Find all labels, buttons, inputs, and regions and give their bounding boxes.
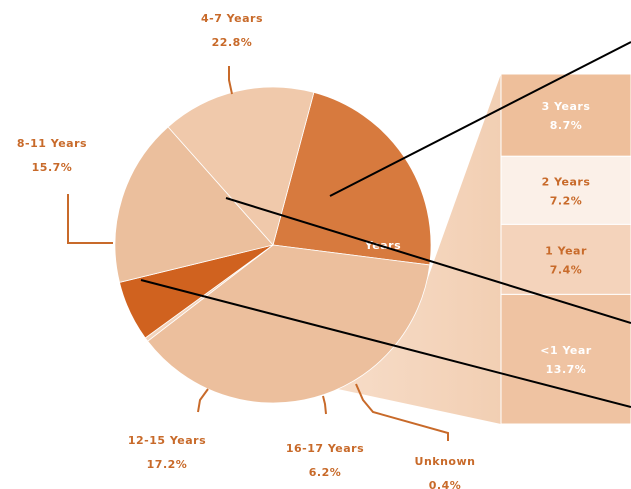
- slice-value-8-11-years: 15.7%: [32, 161, 73, 174]
- breakdown-bar: 3 Years 8.7% 2 Years 7.2% 1 Year 7.4% <1 Year 1…: [500, 73, 631, 425]
- bar-segment-2-years: [500, 155, 631, 225]
- pie-slice-12-15-years: [114, 126, 274, 283]
- pie-slice-years: [147, 244, 431, 404]
- slice-label-4-7-years: 4-7 Years: [201, 12, 263, 25]
- leader-line: [197, 388, 209, 413]
- bar-segment-1-year: [500, 293, 631, 425]
- slice-label-12-15-years: 12-15 Years: [128, 434, 206, 447]
- bar-segment-value: 13.7%: [546, 363, 587, 376]
- pie-slice-8-11-years: [167, 86, 315, 246]
- bar-segment-label: 2 Years: [542, 175, 591, 188]
- slice-value-16-17-years: 6.2%: [309, 466, 342, 479]
- leader-lines: [67, 66, 449, 441]
- pie-slices: [114, 86, 432, 404]
- bar-segment-value: 7.4%: [550, 263, 583, 276]
- bar-segment-label: <1 Year: [540, 344, 592, 357]
- slice-value-4-7-years: 22.8%: [212, 36, 253, 49]
- bar-segment-value: 8.7%: [550, 119, 583, 132]
- overlay-line: [225, 197, 631, 324]
- slice-label-16-17-years: 16-17 Years: [286, 442, 364, 455]
- leader-line: [322, 395, 327, 415]
- bar-segment-1-year: [500, 223, 631, 295]
- overlay-line: [140, 279, 631, 408]
- leader-line: [67, 194, 113, 244]
- slice-label-8-11-years: 8-11 Years: [17, 137, 87, 150]
- slice-label-unknown: Unknown: [415, 455, 476, 468]
- bar-segment-value: 7.2%: [550, 194, 583, 207]
- overlay-lines: [140, 41, 631, 408]
- leader-line: [355, 383, 449, 441]
- slice-value-unknown: 0.4%: [429, 479, 462, 489]
- pie-slice-4-7-years: [272, 91, 432, 266]
- leader-line: [228, 66, 233, 95]
- bar-segment-3-years: [500, 73, 631, 157]
- slice-value-12-15-years: 17.2%: [147, 458, 188, 471]
- bar-segment-label: 3 Years: [542, 100, 591, 113]
- bar-segment-label: 1 Year: [545, 244, 587, 257]
- overlay-line: [329, 41, 631, 197]
